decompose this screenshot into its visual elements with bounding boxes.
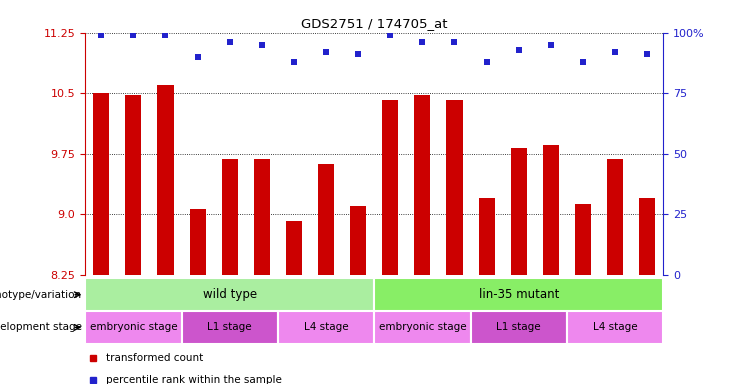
- Bar: [479, 198, 495, 275]
- Text: L4 stage: L4 stage: [593, 322, 637, 333]
- Point: [320, 49, 332, 55]
- Bar: [567, 311, 663, 344]
- Point: [192, 54, 204, 60]
- Text: embryonic stage: embryonic stage: [379, 322, 466, 333]
- Point: [127, 32, 139, 38]
- Text: embryonic stage: embryonic stage: [90, 322, 177, 333]
- Bar: [85, 311, 182, 344]
- Text: transformed count: transformed count: [106, 353, 203, 363]
- Point: [577, 59, 589, 65]
- Bar: [350, 206, 366, 275]
- Bar: [93, 93, 110, 275]
- Bar: [253, 159, 270, 275]
- Text: development stage: development stage: [0, 322, 82, 333]
- Text: L1 stage: L1 stage: [207, 322, 252, 333]
- Bar: [446, 99, 462, 275]
- Point: [385, 32, 396, 38]
- Bar: [374, 278, 663, 311]
- Bar: [190, 209, 205, 275]
- Bar: [607, 159, 623, 275]
- Text: L1 stage: L1 stage: [496, 322, 541, 333]
- Point: [288, 59, 300, 65]
- Bar: [286, 220, 302, 275]
- Bar: [575, 204, 591, 275]
- Title: GDS2751 / 174705_at: GDS2751 / 174705_at: [301, 17, 448, 30]
- Point: [609, 49, 621, 55]
- Bar: [511, 148, 527, 275]
- Point: [513, 46, 525, 53]
- Bar: [278, 311, 374, 344]
- Point: [481, 59, 493, 65]
- Text: wild type: wild type: [202, 288, 257, 301]
- Point: [352, 51, 364, 58]
- Bar: [157, 85, 173, 275]
- Point: [448, 39, 460, 45]
- Bar: [85, 278, 374, 311]
- Point: [545, 42, 556, 48]
- Bar: [639, 198, 655, 275]
- Bar: [318, 164, 334, 275]
- Bar: [222, 159, 238, 275]
- Bar: [414, 95, 431, 275]
- Bar: [374, 311, 471, 344]
- Bar: [182, 311, 278, 344]
- Bar: [542, 145, 559, 275]
- Point: [256, 42, 268, 48]
- Bar: [125, 95, 142, 275]
- Text: percentile rank within the sample: percentile rank within the sample: [106, 375, 282, 384]
- Text: L4 stage: L4 stage: [304, 322, 348, 333]
- Bar: [471, 311, 567, 344]
- Point: [159, 32, 171, 38]
- Text: lin-35 mutant: lin-35 mutant: [479, 288, 559, 301]
- Text: genotype/variation: genotype/variation: [0, 290, 82, 300]
- Point: [416, 39, 428, 45]
- Point: [224, 39, 236, 45]
- Point: [641, 51, 653, 58]
- Bar: [382, 99, 399, 275]
- Point: [96, 32, 107, 38]
